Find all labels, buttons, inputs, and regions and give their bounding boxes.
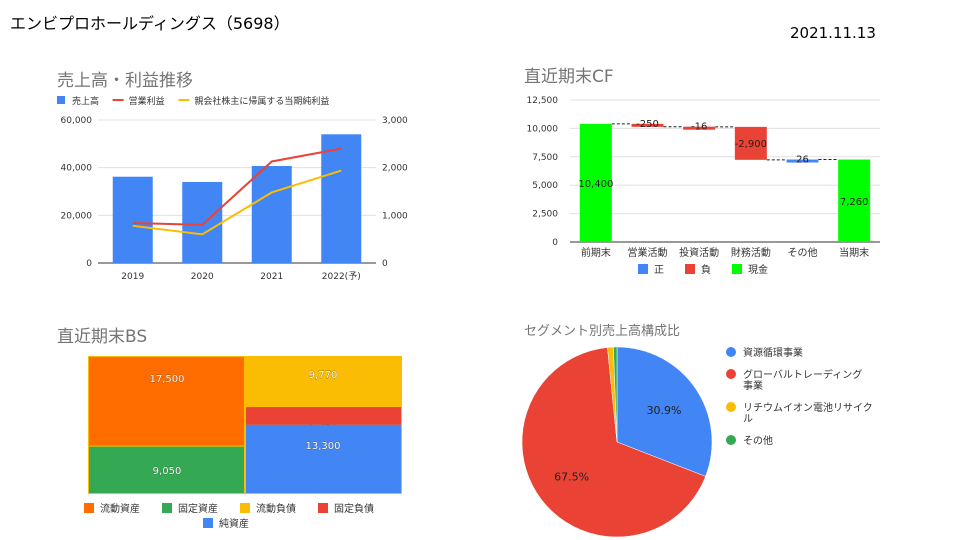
legend-label: リチウムイオン電池リサイク [743,401,873,414]
sales-bar [112,176,153,263]
bar-value-label: -2,900 [735,139,767,150]
bar-value-label: 7,260 [840,197,869,208]
segment-pie-chart: セグメント別売上高構成比 30.9% 67.5% 資源循環事業グローバルトレーディング… [521,323,873,537]
y-tick-label: 5,000 [532,181,558,191]
legend-label: 負 [701,264,711,276]
legend-label: 資源循環事業 [743,346,803,359]
chart-title: 直近期末BS [57,327,147,347]
legend-label: 流動負債 [256,502,296,515]
x-tick-label: 2020 [191,272,214,282]
waterfall-bar [683,126,716,130]
liability-equity-block [246,357,401,408]
legend-label: 売上高 [72,95,99,107]
legend-label: 流動資産 [100,502,140,515]
legend-label: 営業利益 [129,95,165,107]
y2-tick-label: 0 [382,259,388,269]
legend-swatch [57,96,65,104]
y-tick-label: 2,500 [532,210,558,220]
legend-label: 純資産 [219,517,249,530]
pie-slice [616,346,713,477]
liability-equity-value-label: 13,300 [306,441,341,452]
asset-block [89,446,244,493]
chart-title: 売上高・利益推移 [57,71,193,91]
balance-sheet-chart: 直近期末BS17,5009,0509,7703,45013,300流動資産固定資… [57,327,402,530]
y2-tick-label: 3,000 [382,116,408,126]
legend-label: 事業 [743,379,763,392]
pie-slice [613,346,618,443]
y-tick-label: 0 [552,238,558,248]
liability-equity-block [246,407,401,425]
report-date: 2021.11.13 [790,24,876,42]
legend-swatch [726,347,736,357]
legend-swatch [685,264,695,274]
legend-swatch [726,435,736,445]
legend-swatch [726,402,736,412]
sales-bar [321,134,362,263]
chart-title: セグメント別売上高構成比 [524,323,680,339]
sales-bar [251,165,292,263]
legend-label: 現金 [748,263,768,276]
liability-equity-value-label: 9,770 [309,370,338,381]
asset-block [89,357,244,446]
legend-swatch [162,503,172,513]
legend-swatch [732,264,742,274]
y-tick-label: 60,000 [61,116,93,126]
legend-swatch [203,518,213,528]
legend-label: 固定負債 [334,502,374,515]
page-title: エンビプロホールディングス（5698） [10,14,290,33]
bar-value-label: -250 [636,119,659,130]
legend-swatch [638,264,648,274]
legend-swatch [240,503,250,513]
waterfall-bar [734,126,767,160]
y-tick-label: 10,000 [527,124,559,134]
asset-value-label: 9,050 [153,466,182,477]
x-tick-label: その他 [788,246,818,259]
y-tick-label: 7,500 [532,153,558,163]
y2-tick-label: 1,000 [382,211,408,221]
slice-label: 30.9% [647,404,682,417]
waterfall-bar [838,159,871,242]
y-tick-label: 12,500 [527,96,559,106]
x-tick-label: 2021 [260,272,283,282]
waterfall-bar [579,123,612,242]
x-tick-label: 財務活動 [731,246,771,259]
sales-bar [182,181,223,263]
legend-swatch [84,503,94,513]
legend-label: 正 [654,265,664,276]
series-line [132,169,342,236]
legend-label: 固定資産 [178,502,218,515]
x-tick-label: 2019 [121,272,144,282]
waterfall-bar [786,159,819,163]
y-tick-label: 40,000 [61,164,93,174]
chart-title: 直近期末CF [524,67,614,87]
y-tick-label: 0 [86,259,92,269]
cf-waterfall-chart: 直近期末CF 0 2,500 5,000 7,500 10,000 12,500 10,400… [524,67,880,276]
x-tick-label: 投資活動 [679,246,719,259]
asset-value-label: 17,500 [150,374,185,385]
x-tick-label: 前期末 [581,246,611,259]
legend-label: グローバルトレーディング [743,368,862,381]
legend-label: ル [743,414,753,425]
bar-value-label: 10,400 [578,179,613,190]
bar-value-label: 26 [796,155,809,166]
x-tick-label: 当期末 [839,246,869,259]
legend-swatch [726,369,736,379]
x-tick-label: 2022(予) [322,271,361,282]
y2-tick-label: 2,000 [382,164,408,174]
x-tick-label: 営業活動 [628,246,668,259]
slice-label: 67.5% [554,471,589,484]
series-line [132,147,342,226]
legend-label: 親会社株主に帰属する当期純利益 [194,95,329,107]
legend-label: その他 [743,434,773,447]
bar-value-label: -16 [691,122,707,133]
legend-swatch [318,503,328,513]
liability-equity-block [246,424,401,493]
waterfall-bar [631,123,664,127]
pie-slice [521,347,706,537]
y-tick-label: 20,000 [61,211,93,221]
